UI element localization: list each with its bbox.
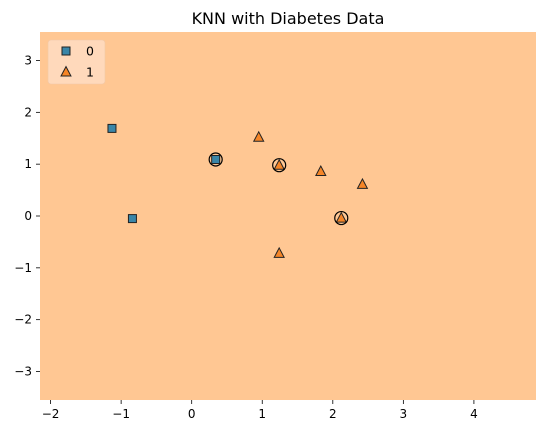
legend: 01 <box>47 39 106 85</box>
class-0-point <box>127 214 137 224</box>
x-tick-label: 1 <box>258 407 266 421</box>
class-1-point <box>335 211 348 223</box>
legend-box <box>47 39 106 85</box>
class-0-point <box>107 123 117 133</box>
x-tick-label: 2 <box>329 407 337 421</box>
class-1-point <box>315 164 327 176</box>
legend-marker <box>61 46 71 56</box>
x-tick-label: 4 <box>470 407 478 421</box>
highlighted-points <box>208 152 349 226</box>
y-tick-label: 3 <box>24 54 32 68</box>
y-tick-label: −1 <box>14 261 32 275</box>
highlight-circle <box>334 210 349 226</box>
chart-title: KNN with Diabetes Data <box>192 9 385 28</box>
legend-label: 0 <box>86 44 94 59</box>
y-tick-label: 1 <box>24 157 32 171</box>
y-tick-label: −2 <box>14 313 32 327</box>
decision-region-background <box>40 32 536 400</box>
legend-label: 1 <box>86 65 94 80</box>
legend-marker <box>60 65 72 77</box>
x-tick-label: 3 <box>400 407 408 421</box>
y-tick-label: 2 <box>24 105 32 119</box>
y-axis: −3 −2 −1 0 1 2 3 <box>14 54 40 378</box>
x-tick-label: 0 <box>188 407 196 421</box>
class-1-point <box>273 246 285 258</box>
class-1-point <box>252 130 265 142</box>
x-axis: −2 −1 0 1 2 3 4 <box>42 400 478 421</box>
y-tick-label: −3 <box>14 364 32 378</box>
highlight-circle <box>208 152 223 167</box>
class-1-point <box>356 177 369 189</box>
x-tick-label: −2 <box>42 407 60 421</box>
x-tick-label: −1 <box>112 407 130 421</box>
data-points <box>107 123 369 258</box>
class-0-point <box>211 155 221 165</box>
highlight-circle <box>272 158 287 173</box>
y-tick-label: 0 <box>24 209 32 223</box>
class-1-point <box>273 158 285 170</box>
